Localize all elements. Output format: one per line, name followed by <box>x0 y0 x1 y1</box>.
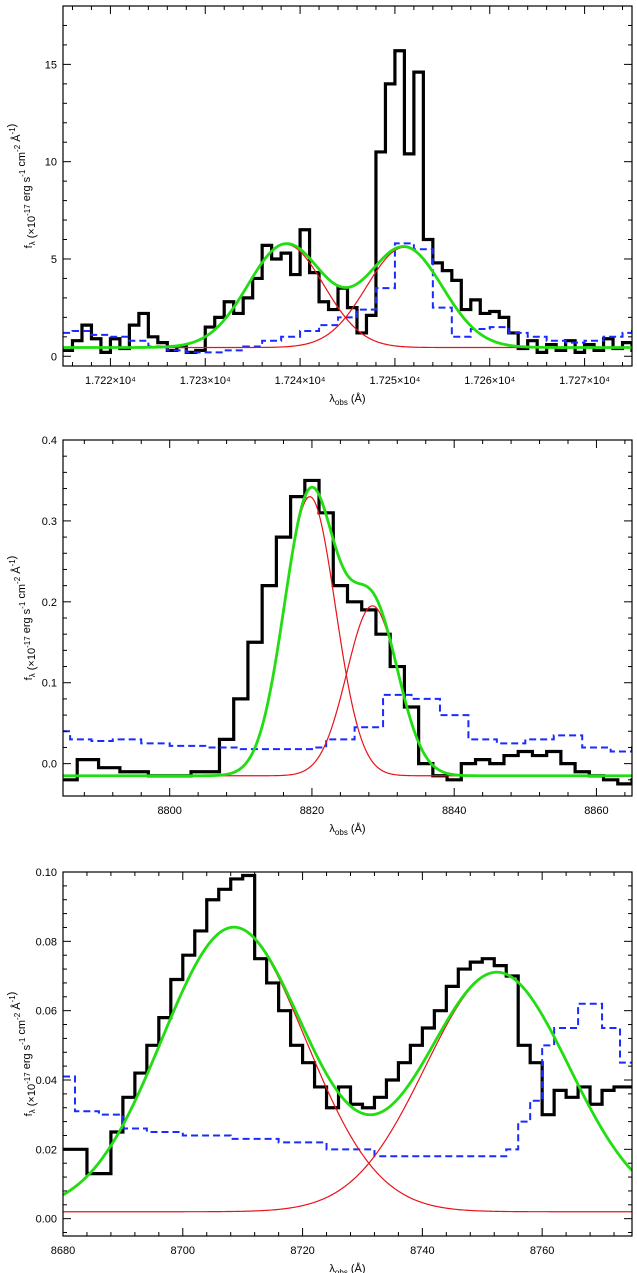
x-tick-label: 8860 <box>584 805 608 817</box>
x-tick-label: 8700 <box>171 1245 195 1257</box>
y-tick-label: 0.2 <box>42 597 57 609</box>
spectrum-series <box>63 49 632 354</box>
x-tick-label: 1.726×10⁴ <box>464 375 515 387</box>
plot-area <box>63 49 632 354</box>
plot-area <box>63 478 632 786</box>
x-tick-label: 8800 <box>157 805 181 817</box>
x-axis-label: λobs (Å) <box>329 822 365 837</box>
y-tick-label: 10 <box>45 157 57 169</box>
y-tick-label: 0.00 <box>36 1214 57 1226</box>
axes-frame <box>62 5 633 367</box>
x-axis-label: λobs (Å) <box>329 1262 365 1273</box>
panel-middle: 8800 8820 8840 8860 0.0 0.1 0.2 0.3 0.4 λobs (Å) f… <box>6 435 633 837</box>
gaussian-component-3 <box>63 971 632 1213</box>
noise-series <box>63 693 632 753</box>
x-tick-label: 8840 <box>442 805 466 817</box>
noise-series <box>63 1002 632 1158</box>
x-tick-label: 1.723×10⁴ <box>180 375 231 387</box>
x-axis-label: λobs (Å) <box>329 392 365 407</box>
x-tick-label: 1.725×10⁴ <box>369 375 420 387</box>
x-tick-label: 8820 <box>300 805 324 817</box>
y-tick-label: 0.3 <box>42 516 57 528</box>
y-axis-label: fλ (×10-17 erg s-1 cm-2 Å-1) <box>6 124 38 249</box>
x-tick-label: 8680 <box>51 1245 75 1257</box>
panel-top: 1.722×10⁴ 1.723×10⁴ 1.724×10⁴ 1.725×10⁴ 1.72… <box>6 5 633 407</box>
y-tick-label: 0.4 <box>42 435 57 447</box>
axes-frame <box>62 871 633 1237</box>
x-tick-label: 1.722×10⁴ <box>85 375 136 387</box>
spectrum-series <box>63 478 632 786</box>
y-tick-label: 0.1 <box>42 678 57 690</box>
y-tick-label: 0.04 <box>36 1075 57 1087</box>
total-fit-curve <box>63 485 632 778</box>
y-tick-label: 5 <box>51 254 57 266</box>
y-tick-label: 0.10 <box>36 867 57 879</box>
total-fit-curve <box>63 925 632 1197</box>
x-tick-label: 8720 <box>290 1245 314 1257</box>
panel-bottom: 8680 8700 8720 8740 8760 0.00 0.02 0.04 0.06 0.08… <box>6 867 633 1273</box>
plot-area <box>63 873 632 1213</box>
x-tick-label: 1.724×10⁴ <box>275 375 326 387</box>
y-tick-label: 0 <box>51 351 57 363</box>
y-tick-label: 0.0 <box>42 759 57 771</box>
y-tick-label: 0.02 <box>36 1144 57 1156</box>
y-tick-label: 15 <box>45 59 57 71</box>
x-tick-label: 8740 <box>410 1245 434 1257</box>
x-tick-label: 8760 <box>530 1245 554 1257</box>
x-tick-label: 1.727×10⁴ <box>559 375 610 387</box>
y-axis-label: fλ (×10-17 erg s-1 cm-2 Å-1) <box>6 556 38 681</box>
gaussian-component-2 <box>63 496 632 777</box>
y-tick-label: 0.06 <box>36 1006 57 1018</box>
y-axis-label: fλ (×10-17 erg s-1 cm-2 Å-1) <box>6 992 38 1117</box>
total-fit-curve <box>63 242 632 349</box>
y-tick-label: 0.08 <box>36 936 57 948</box>
